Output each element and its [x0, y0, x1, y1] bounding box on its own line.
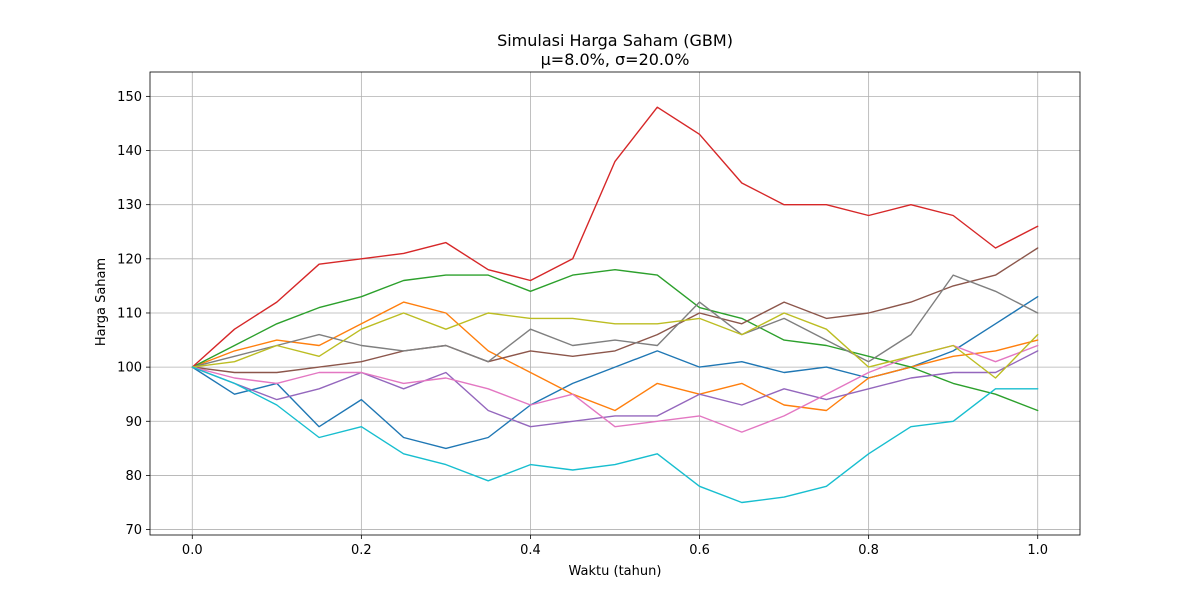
y-tick-label: 140 [117, 144, 142, 159]
axis-ticks: 0.0 0.2 0.4 0.6 0.8 1.0 70 80 90 100 110 120 130 140 1… [117, 90, 1048, 558]
chart-title: Simulasi Harga Saham (GBM) [497, 31, 733, 50]
x-tick-label: 0.4 [520, 543, 541, 558]
x-tick-label: 1.0 [1027, 543, 1048, 558]
series-line-3 [191, 269, 1039, 412]
y-tick-label: 80 [125, 469, 142, 484]
y-tick-label: 70 [125, 523, 142, 538]
y-axis-label: Harga Saham [94, 258, 109, 346]
y-tick-label: 90 [125, 415, 142, 430]
x-tick-label: 0.8 [858, 543, 879, 558]
series-lines [191, 106, 1039, 504]
y-tick-label: 100 [117, 361, 142, 376]
y-tick-label: 130 [117, 198, 142, 213]
chart-subtitle: μ=8.0%, σ=20.0% [541, 50, 690, 69]
series-line-10 [191, 366, 1039, 504]
series-line-4 [191, 106, 1039, 368]
series-line-5 [191, 350, 1039, 428]
series-line-9 [191, 312, 1039, 379]
grid [150, 72, 1080, 535]
series-line-7 [191, 344, 1039, 433]
y-tick-label: 110 [117, 306, 142, 321]
series-line-8 [191, 274, 1039, 368]
x-tick-label: 0.0 [182, 543, 203, 558]
y-tick-label: 150 [117, 90, 142, 105]
plot-frame [149, 71, 1081, 536]
x-tick-label: 0.2 [351, 543, 372, 558]
x-axis-label: Waktu (tahun) [569, 564, 662, 579]
series-line-6 [191, 247, 1039, 374]
x-tick-label: 0.6 [689, 543, 710, 558]
y-tick-label: 120 [117, 252, 142, 267]
